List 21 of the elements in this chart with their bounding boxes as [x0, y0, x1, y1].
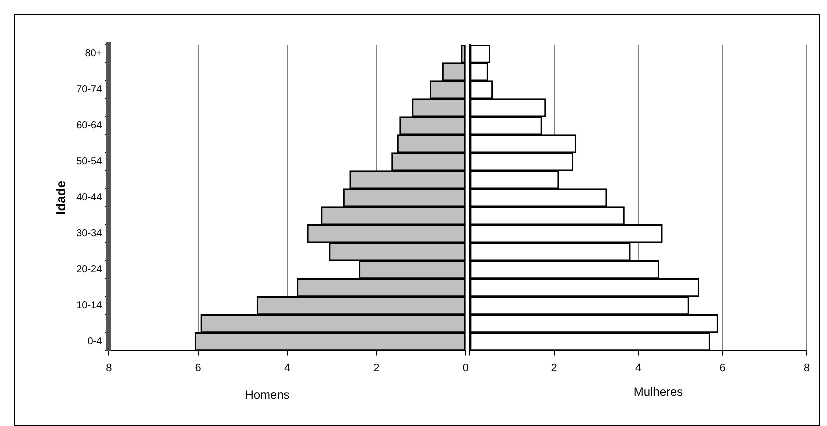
text: Mulheres: [634, 385, 684, 400]
x-tick-label: 2: [551, 362, 558, 374]
text: Homens: [245, 388, 290, 402]
y-tick-label: 40-44: [76, 192, 103, 204]
y-tick-label: 60-64: [76, 120, 103, 132]
x-tick-label: 4: [284, 362, 291, 374]
y-tick-label: 80+: [85, 48, 102, 60]
x-tick-label: 8: [106, 362, 112, 374]
y-tick-label: 50-54: [76, 156, 103, 168]
x-tick-label: 0: [462, 362, 470, 374]
y-tick-label: 20-24: [76, 264, 103, 276]
x-tick-label: 6: [720, 362, 726, 374]
y-tick-label: 10-14: [76, 300, 103, 312]
x-tick-label: 4: [635, 362, 642, 374]
x-tick-label: 6: [195, 362, 202, 374]
y-axis-title: Idade: [53, 180, 68, 215]
x-tick-label: 8: [804, 362, 810, 374]
y-tick-label: 70-74: [76, 84, 103, 96]
y-tick-label: 30-34: [76, 228, 103, 240]
x-tick-label: 2: [374, 362, 380, 374]
y-tick-label: 0-4: [88, 336, 103, 348]
